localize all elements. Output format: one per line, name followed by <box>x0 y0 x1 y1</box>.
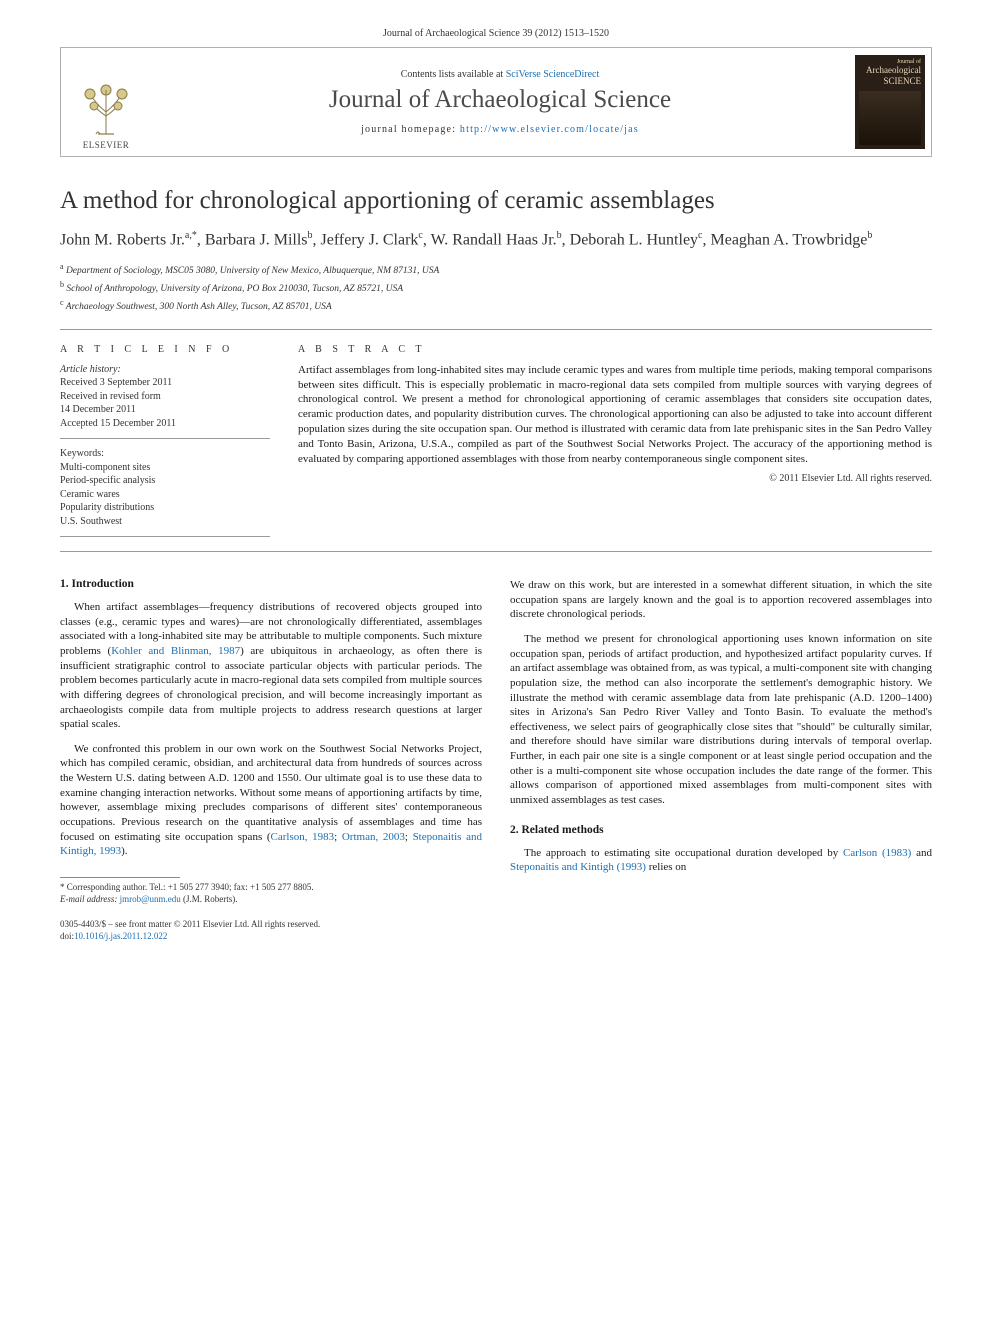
rule-below-abstract <box>60 551 932 552</box>
affiliation-c: c Archaeology Southwest, 300 North Ash A… <box>60 297 932 315</box>
citation-link[interactable]: Carlson (1983) <box>843 847 911 859</box>
history-revised-2: 14 December 2011 <box>60 403 270 417</box>
journal-masthead: ELSEVIER Contents lists available at Sci… <box>60 47 932 157</box>
keyword: Multi-component sites <box>60 461 270 475</box>
article-info-head: A R T I C L E I N F O <box>60 344 270 355</box>
p2a: We confronted this problem in our own wo… <box>60 743 482 843</box>
abstract: A B S T R A C T Artifact assemblages fro… <box>298 344 932 538</box>
elsevier-tree-icon <box>78 82 134 138</box>
section-1-para-4: The method we present for chronological … <box>510 632 932 808</box>
affiliation-c-text: Archaeology Southwest, 300 North Ash All… <box>66 302 332 312</box>
masthead-center: Contents lists available at SciVerse Sci… <box>151 48 849 156</box>
section-1-head: 1. Introduction <box>60 578 482 590</box>
p2s1: ; <box>334 831 342 843</box>
cover-thumbnail-block: Journal of Archaeological SCIENCE <box>849 48 931 156</box>
corr-label: * Corresponding author. Tel.: <box>60 882 168 892</box>
history-label: Article history: <box>60 363 270 377</box>
section-2-para-1: The approach to estimating site occupati… <box>510 846 932 875</box>
abstract-head: A B S T R A C T <box>298 344 932 355</box>
s2p1mid: and <box>911 847 932 859</box>
s2p1a: The approach to estimating site occupati… <box>524 847 843 859</box>
email-label: E-mail address: <box>60 894 120 904</box>
history-accepted: Accepted 15 December 2011 <box>60 417 270 431</box>
keywords-block: Keywords: Multi-component sites Period-s… <box>60 447 270 537</box>
section-1-para-3: We draw on this work, but are interested… <box>510 578 932 622</box>
history-received: Received 3 September 2011 <box>60 376 270 390</box>
keywords-label: Keywords: <box>60 447 270 461</box>
cover-image-area <box>859 91 921 145</box>
left-column: 1. Introduction When artifact assemblage… <box>60 578 482 905</box>
p2b: ). <box>121 845 127 857</box>
citation-link[interactable]: Kohler and Blinman, 1987 <box>111 645 240 657</box>
p1b: ) are ubiquitous in archaeology, as ofte… <box>60 645 482 730</box>
abstract-text: Artifact assemblages from long-inhabited… <box>298 363 932 467</box>
citation-link[interactable]: Ortman, 2003 <box>342 831 405 843</box>
corr-email-link[interactable]: jmrob@unm.edu <box>120 894 181 904</box>
publisher-logo-block: ELSEVIER <box>61 48 151 156</box>
contents-prefix: Contents lists available at <box>401 69 506 80</box>
cover-line-3: SCIENCE <box>859 77 921 87</box>
right-column: We draw on this work, but are interested… <box>510 578 932 905</box>
doi-label: doi: <box>60 931 74 941</box>
homepage-prefix: journal homepage: <box>361 124 460 135</box>
section-1-para-1: When artifact assemblages—frequency dist… <box>60 600 482 732</box>
author-list: John M. Roberts Jr.a,*, Barbara J. Mills… <box>60 229 932 251</box>
p2s2: ; <box>405 831 413 843</box>
article-history: Article history: Received 3 September 20… <box>60 363 270 440</box>
journal-cover-thumbnail: Journal of Archaeological SCIENCE <box>855 55 925 149</box>
affiliations: a Department of Sociology, MSC05 3080, U… <box>60 261 932 315</box>
doi-link[interactable]: 10.1016/j.jas.2011.12.022 <box>74 931 167 941</box>
keyword: U.S. Southwest <box>60 515 270 529</box>
keyword: Popularity distributions <box>60 501 270 515</box>
history-revised-1: Received in revised form <box>60 390 270 404</box>
journal-name: Journal of Archaeological Science <box>329 86 671 114</box>
article-title: A method for chronological apportioning … <box>60 187 932 215</box>
section-1-para-2: We confronted this problem in our own wo… <box>60 742 482 859</box>
running-head: Journal of Archaeological Science 39 (20… <box>60 28 932 39</box>
affiliation-a-text: Department of Sociology, MSC05 3080, Uni… <box>66 266 439 276</box>
affiliation-b: b School of Anthropology, University of … <box>60 279 932 297</box>
journal-homepage-link[interactable]: http://www.elsevier.com/locate/jas <box>460 124 639 135</box>
citation-link[interactable]: Carlson, 1983 <box>271 831 335 843</box>
keyword: Ceramic wares <box>60 488 270 502</box>
front-matter-line: 0305-4403/$ – see front matter © 2011 El… <box>60 919 932 931</box>
footnote-separator <box>60 877 180 878</box>
s2p1b: relies on <box>646 861 686 873</box>
corresponding-author-footnote: * Corresponding author. Tel.: +1 505 277… <box>60 882 482 905</box>
page: Journal of Archaeological Science 39 (20… <box>0 0 992 983</box>
abstract-copyright: © 2011 Elsevier Ltd. All rights reserved… <box>298 473 932 484</box>
doi-line: doi:10.1016/j.jas.2011.12.022 <box>60 931 932 943</box>
corr-tel: +1 505 277 3940 <box>168 882 229 892</box>
journal-homepage-line: journal homepage: http://www.elsevier.co… <box>361 124 639 135</box>
publisher-name: ELSEVIER <box>83 140 130 150</box>
email-who: (J.M. Roberts). <box>181 894 238 904</box>
section-2-head: 2. Related methods <box>510 824 932 836</box>
affiliation-b-text: School of Anthropology, University of Ar… <box>66 284 403 294</box>
contents-lists-line: Contents lists available at SciVerse Sci… <box>401 69 600 80</box>
fax-label: ; fax: <box>229 882 250 892</box>
corr-fax: +1 505 277 8805. <box>250 882 314 892</box>
info-abstract-row: A R T I C L E I N F O Article history: R… <box>60 330 932 552</box>
page-footer: 0305-4403/$ – see front matter © 2011 El… <box>60 919 932 942</box>
cover-line-2: Archaeological <box>859 66 921 76</box>
affiliation-a: a Department of Sociology, MSC05 3080, U… <box>60 261 932 279</box>
citation-link[interactable]: Steponaitis and Kintigh (1993) <box>510 861 646 873</box>
sciencedirect-link[interactable]: SciVerse ScienceDirect <box>506 69 600 80</box>
article-info: A R T I C L E I N F O Article history: R… <box>60 344 270 538</box>
body-columns: 1. Introduction When artifact assemblage… <box>60 578 932 905</box>
keyword: Period-specific analysis <box>60 474 270 488</box>
